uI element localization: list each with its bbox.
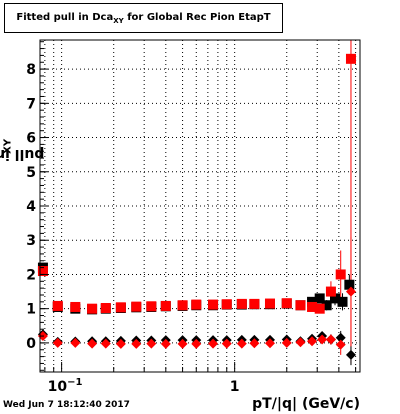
- y-tick-label: 8: [26, 62, 36, 78]
- data-point-diamond-black: [345, 349, 356, 360]
- data-point-diamond-red: [70, 337, 81, 348]
- data-point-square-black: [314, 293, 325, 304]
- data-point-square-red: [87, 303, 98, 314]
- tick-labels: 0 1 2 3 4 5 6 7 8 10−1 1: [26, 62, 239, 395]
- data-point-diamond-red: [317, 334, 328, 345]
- data-point-diamond-red: [264, 338, 275, 349]
- data-point-square-black: [337, 296, 348, 307]
- axis-ticks: [40, 41, 357, 372]
- data-point-diamond-red: [100, 338, 111, 349]
- grid-lines: [40, 40, 360, 372]
- data-point-diamond-red: [146, 338, 157, 349]
- data-point-diamond-red: [87, 338, 98, 349]
- data-point-square-red: [295, 300, 306, 311]
- data-point-diamond-red: [335, 339, 346, 350]
- data-point-square-black: [329, 293, 340, 304]
- data-point-square-black: [344, 279, 355, 290]
- x-tick-label-0.1: 10−1: [48, 377, 83, 395]
- data-point-diamond-red: [325, 334, 336, 345]
- data-point-square-red: [249, 298, 260, 309]
- y-tick-label: 2: [26, 267, 36, 283]
- data-point-square-red: [281, 298, 292, 309]
- data-point-square-red: [208, 299, 219, 310]
- chart-title-subscript: XY: [113, 17, 124, 25]
- data-point-square-red: [221, 299, 232, 310]
- data-point-diamond-red: [177, 338, 188, 349]
- data-point-diamond-red: [191, 338, 202, 349]
- data-markers: [37, 53, 356, 360]
- y-tick-label: 5: [26, 165, 36, 181]
- y-tick-label: 6: [26, 131, 36, 147]
- data-point-square-red: [335, 269, 346, 280]
- data-point-square-red: [264, 298, 275, 309]
- timestamp: Wed Jun 7 18:12:40 2017: [3, 400, 130, 410]
- data-point-square-red: [191, 299, 202, 310]
- data-point-square-red: [37, 266, 48, 277]
- error-bars: [42, 40, 352, 366]
- data-point-square-red: [131, 301, 142, 312]
- y-tick-label: 3: [26, 233, 36, 249]
- data-point-square-red: [314, 303, 325, 314]
- data-point-square-red: [345, 53, 356, 64]
- data-point-square-red: [160, 300, 171, 311]
- data-point-square-red: [307, 301, 318, 312]
- data-point-square-red: [325, 286, 336, 297]
- data-point-diamond-red: [208, 338, 219, 349]
- data-point-diamond-red: [131, 338, 142, 349]
- data-point-square-black: [321, 300, 332, 311]
- data-point-diamond-black: [335, 332, 346, 343]
- data-point-diamond-red: [221, 338, 232, 349]
- chart-title: Fitted pull in DcaXY for Global Rec Pion…: [5, 4, 282, 32]
- y-tick-label: 0: [26, 336, 36, 352]
- data-point-square-red: [52, 300, 63, 311]
- data-point-diamond-red: [295, 337, 306, 348]
- data-point-diamond-red: [115, 338, 126, 349]
- x-axis-label: pT/|q| (GeV/c): [252, 396, 360, 412]
- chart-title-rest: for Global Rec Pion EtapT: [123, 12, 271, 23]
- data-point-square-red: [236, 298, 247, 309]
- data-point-diamond-red: [307, 336, 318, 347]
- chart-title-main: Fitted pull in Dca: [16, 12, 114, 23]
- data-point-diamond-red: [236, 338, 247, 349]
- y-tick-label: 1: [26, 302, 36, 318]
- y-tick-label: 4: [26, 199, 36, 215]
- data-point-diamond-red: [281, 337, 292, 348]
- data-point-diamond-red: [160, 338, 171, 349]
- chart-title-box: Fitted pull in DcaXY for Global Rec Pion…: [4, 3, 283, 33]
- data-point-square-red: [70, 301, 81, 312]
- y-axis-label-main: pull in Dca: [0, 145, 45, 162]
- data-point-diamond-red: [52, 337, 63, 348]
- data-point-square-red: [100, 302, 111, 313]
- y-tick-label: 7: [26, 96, 36, 112]
- data-point-square-black: [307, 296, 318, 307]
- data-point-diamond-red: [249, 338, 260, 349]
- data-point-square-red: [146, 301, 157, 312]
- data-point-diamond-red: [345, 286, 356, 297]
- data-point-square-red: [177, 300, 188, 311]
- x-tick-label-1: 1: [230, 379, 240, 395]
- data-point-square-red: [115, 302, 126, 313]
